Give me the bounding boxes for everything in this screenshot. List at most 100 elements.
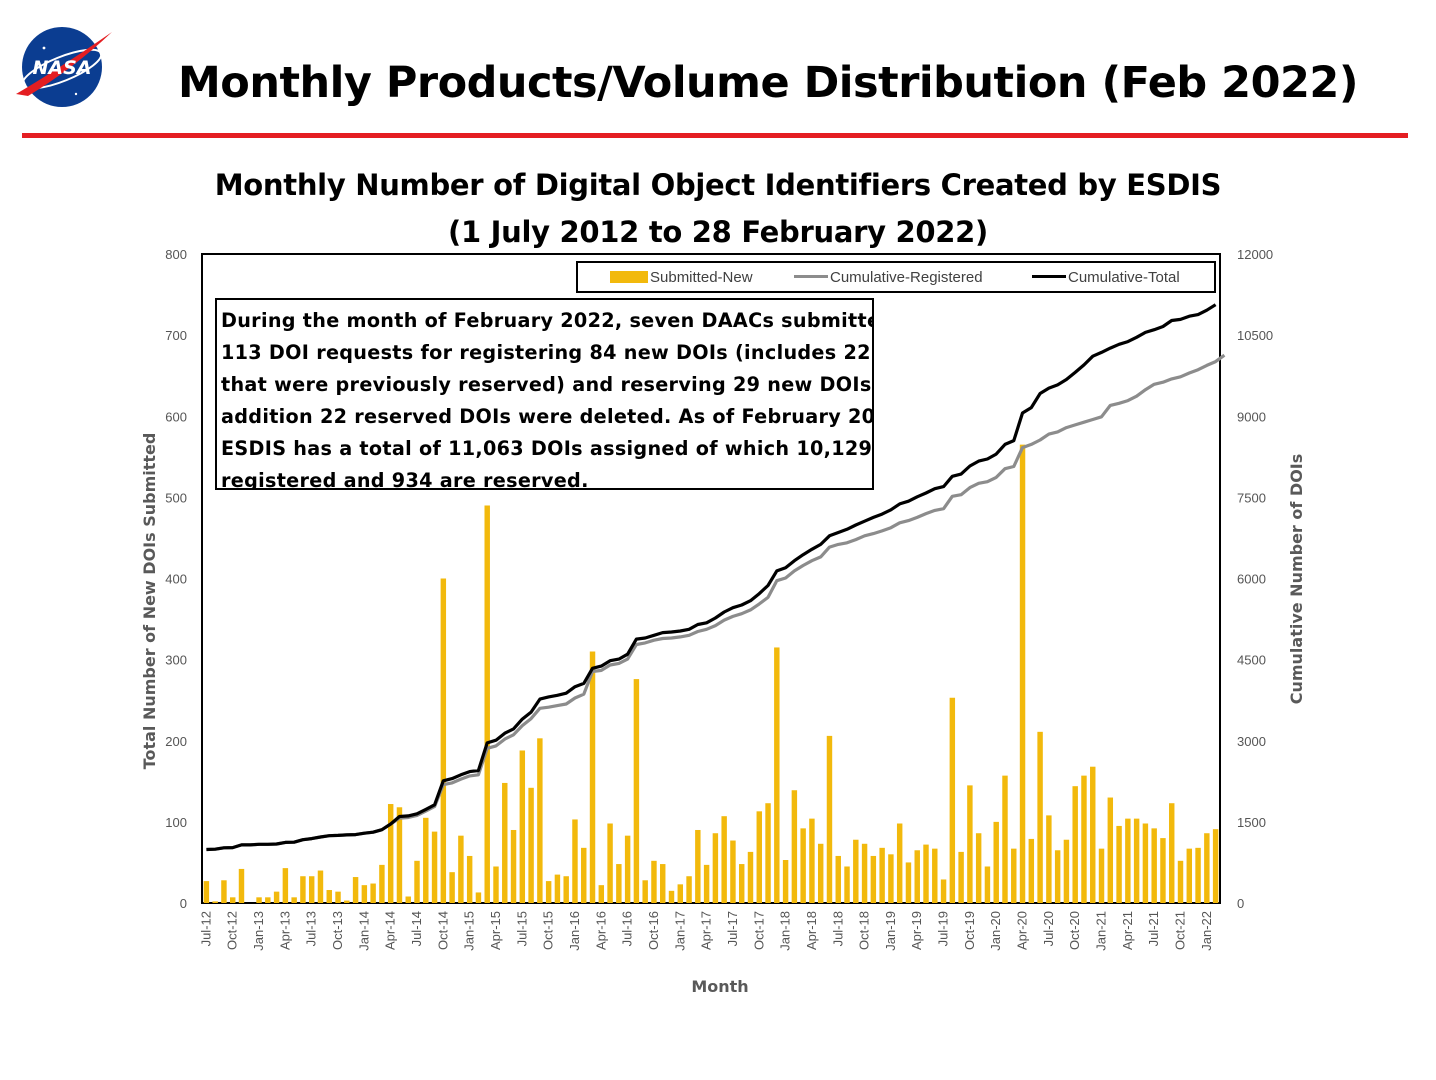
- note-line: registered and 934 are reserved.: [221, 469, 589, 490]
- x-tick-label: Jan-21: [1094, 911, 1109, 951]
- bar: [677, 884, 684, 903]
- y-tick-label: 500: [165, 490, 187, 505]
- x-tick-label: Jul-17: [725, 911, 740, 946]
- legend-label: Submitted-New: [650, 269, 753, 286]
- legend-swatch-line: [794, 275, 828, 278]
- bar: [809, 818, 815, 903]
- x-tick-label: Jul-14: [409, 911, 424, 946]
- bar: [1151, 828, 1157, 903]
- bar: [835, 855, 841, 903]
- y2-tick-label: 7500: [1237, 490, 1266, 505]
- bar: [528, 787, 534, 903]
- y2-tick-label: 6000: [1237, 572, 1266, 587]
- plot-frame: [201, 253, 1221, 904]
- x-tick-label: Apr-19: [909, 911, 924, 950]
- bar: [905, 862, 912, 903]
- logo-star: [74, 92, 78, 96]
- bar: [1133, 818, 1140, 903]
- bar: [423, 817, 429, 903]
- bar: [1019, 444, 1026, 903]
- bar: [712, 833, 719, 903]
- x-tick-label: Oct-15: [541, 911, 556, 950]
- bar: [1090, 766, 1096, 903]
- bar: [1160, 838, 1166, 903]
- bar: [695, 829, 701, 903]
- x-tick-label: Jan-14: [356, 911, 371, 951]
- bar: [379, 864, 385, 903]
- x-tick-label: Oct-14: [435, 911, 450, 950]
- bar: [703, 864, 710, 903]
- chart-subtitle: (1 July 2012 to 28 February 2022): [448, 215, 988, 249]
- x-tick-label: Oct-21: [1173, 911, 1188, 950]
- bar: [782, 860, 789, 903]
- x-tick-label: Oct-13: [330, 911, 345, 950]
- bar: [1037, 731, 1043, 903]
- note-line: addition 22 reserved DOIs were deleted. …: [221, 405, 874, 428]
- summary-note: During the month of February 2022, seven…: [215, 298, 874, 490]
- bar: [598, 885, 605, 903]
- logo-star: [42, 46, 46, 50]
- bar: [791, 790, 798, 903]
- legend: Submitted-New Cumulative-Registered Cumu…: [576, 261, 1216, 293]
- bar: [572, 819, 578, 903]
- note-line: ESDIS has a total of 11,063 DOIs assigne…: [221, 437, 874, 460]
- legend-label: Cumulative-Registered: [830, 269, 983, 286]
- bar: [265, 897, 271, 903]
- bar: [1054, 850, 1061, 903]
- bar: [326, 890, 332, 903]
- bar: [1169, 803, 1175, 903]
- bar: [1046, 815, 1052, 903]
- y-axis-title: Total Number of New DOIs Submitted: [140, 433, 159, 770]
- bar: [317, 870, 324, 903]
- bar: [721, 816, 727, 903]
- x-tick-label: Oct-16: [646, 911, 661, 950]
- bar: [633, 679, 640, 903]
- y2-tick-label: 12000: [1237, 247, 1273, 262]
- x-tick-label: Jan-13: [251, 911, 266, 951]
- bar: [1072, 786, 1078, 903]
- x-tick-label: Apr-13: [277, 911, 292, 950]
- bar: [203, 881, 210, 903]
- bar: [738, 864, 745, 903]
- bar: [545, 881, 552, 903]
- x-tick-label: Jan-19: [883, 911, 898, 951]
- total-line: [206, 303, 1217, 852]
- y2-tick-label: 10500: [1237, 328, 1273, 343]
- bar: [344, 900, 350, 903]
- bar: [853, 839, 859, 903]
- bar: [291, 897, 297, 903]
- y-tick-label: 300: [165, 653, 187, 668]
- x-tick-label: Apr-17: [699, 911, 714, 950]
- legend-label: Cumulative-Total: [1068, 269, 1180, 286]
- nasa-logo: NASA: [16, 27, 112, 107]
- bar: [554, 874, 561, 903]
- bar: [1177, 860, 1184, 903]
- note-line: During the month of February 2022, seven…: [221, 309, 874, 332]
- bar: [1081, 775, 1087, 903]
- bar: [431, 831, 438, 903]
- bar: [967, 785, 973, 903]
- bar: [1098, 848, 1105, 903]
- bar: [405, 896, 411, 903]
- bar: [458, 835, 464, 903]
- bar: [975, 833, 982, 903]
- bar: [1107, 797, 1114, 903]
- bar: [370, 883, 376, 903]
- bar: [449, 872, 455, 903]
- bar: [212, 901, 218, 903]
- x-tick-label: Jan-16: [567, 911, 582, 951]
- bar: [1212, 829, 1219, 903]
- legend-item-cumulative-registered: Cumulative-Registered: [794, 269, 983, 286]
- bar: [651, 860, 657, 903]
- x-tick-label: Jan-20: [988, 911, 1003, 951]
- bar: [387, 804, 394, 903]
- bar: [817, 843, 824, 903]
- x-tick-label: Apr-16: [593, 911, 608, 950]
- bar: [668, 890, 675, 903]
- x-tick-label: Jan-15: [462, 911, 477, 951]
- logo-text: NASA: [33, 57, 92, 79]
- bar: [774, 647, 780, 903]
- bar: [747, 851, 754, 903]
- y-tick-label: 800: [165, 247, 187, 262]
- x-tick-label: Oct-18: [857, 911, 872, 950]
